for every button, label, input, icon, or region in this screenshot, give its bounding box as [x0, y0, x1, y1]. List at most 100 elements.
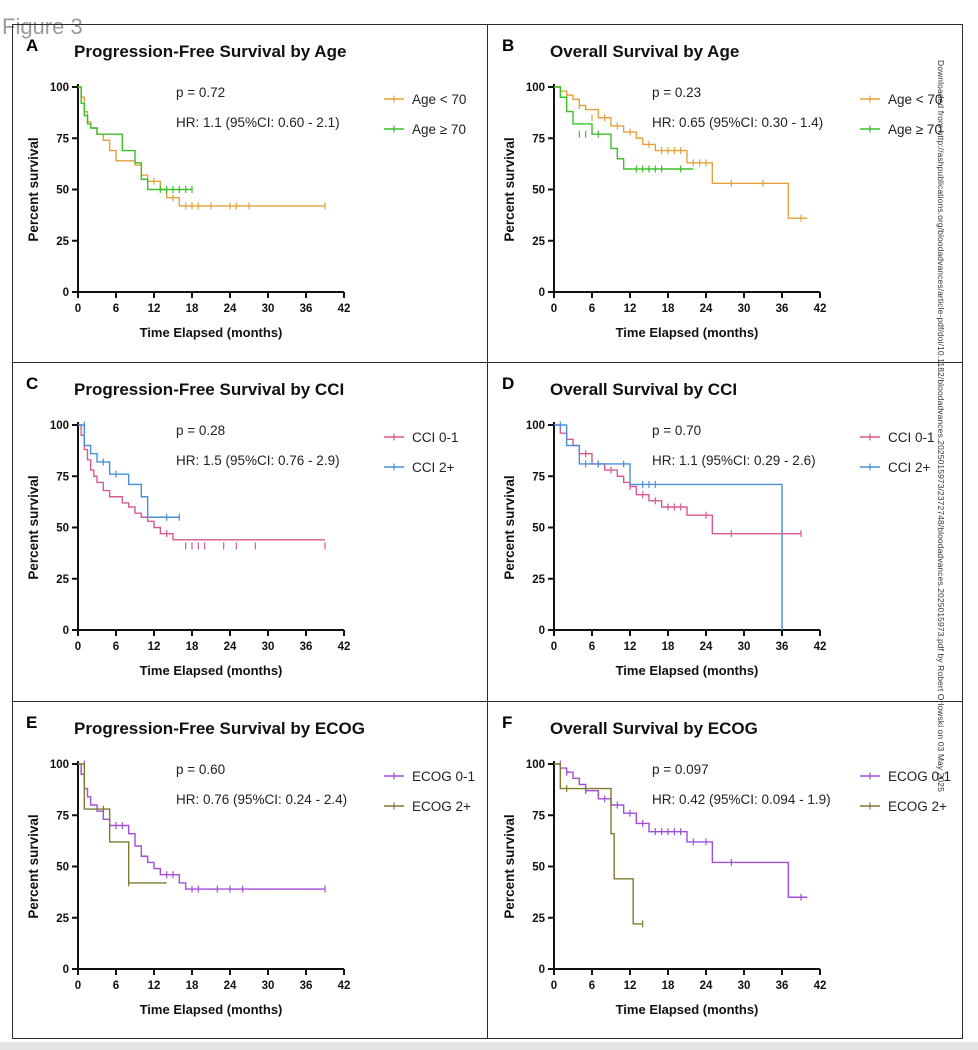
chart-title: Progression-Free Survival by CCI [74, 380, 344, 399]
legend-label-1: ECOG 0-1 [888, 769, 951, 784]
y-tick-label: 50 [56, 862, 69, 874]
x-tick-label: 6 [113, 641, 119, 653]
chart-title: Progression-Free Survival by Age [74, 42, 346, 61]
x-tick-label: 36 [300, 641, 313, 653]
panel-f-chart: F Overall Survival by ECOG 0 25 50 75 100 0 6 12 1… [502, 713, 951, 1017]
download-notice: Downloaded from http://ashpublications.o… [930, 60, 960, 960]
x-tick-label: 42 [814, 641, 827, 653]
y-tick-label: 25 [56, 574, 69, 586]
y-tick-label: 50 [532, 523, 545, 535]
legend-label-2: Age ≥ 70 [412, 122, 466, 137]
panel-letter: D [502, 374, 514, 393]
p-value-annotation: p = 0.70 [652, 423, 701, 438]
x-axis-title: Time Elapsed (months) [616, 1002, 759, 1017]
y-tick-label: 75 [532, 471, 545, 483]
x-tick-label: 42 [338, 641, 351, 653]
legend-label-1: Age < 70 [888, 92, 942, 107]
x-tick-label: 30 [262, 980, 275, 992]
x-tick-label: 0 [75, 641, 81, 653]
x-tick-label: 24 [224, 980, 237, 992]
panel-letter: F [502, 713, 512, 732]
legend-label-1: CCI 0-1 [888, 430, 935, 445]
legend-label-2: ECOG 2+ [412, 799, 471, 814]
x-tick-label: 12 [148, 303, 161, 315]
y-axis-title: Percent survival [502, 814, 517, 918]
y-tick-label: 75 [56, 810, 69, 822]
legend-label-1: Age < 70 [412, 92, 466, 107]
y-tick-label: 25 [56, 913, 69, 925]
p-value-annotation: p = 0.28 [176, 423, 225, 438]
panel-a-chart: A Progression-Free Survival by Age 0 25 50 75… [26, 36, 466, 340]
y-tick-label: 100 [50, 420, 69, 432]
x-axis-title: Time Elapsed (months) [616, 325, 759, 340]
panel-letter: B [502, 36, 514, 55]
column-divider [487, 24, 488, 1039]
hazard-ratio-annotation: HR: 0.76 (95%CI: 0.24 - 2.4) [176, 792, 347, 807]
y-tick-label: 75 [532, 133, 545, 145]
x-tick-label: 6 [589, 980, 595, 992]
x-tick-label: 18 [186, 980, 199, 992]
y-tick-label: 100 [50, 82, 69, 94]
x-tick-label: 0 [551, 641, 557, 653]
x-tick-label: 30 [738, 980, 751, 992]
y-tick-label: 25 [532, 574, 545, 586]
x-tick-label: 42 [814, 303, 827, 315]
x-tick-label: 6 [589, 303, 595, 315]
x-tick-label: 18 [186, 641, 199, 653]
p-value-annotation: p = 0.23 [652, 85, 701, 100]
x-axis-title: Time Elapsed (months) [140, 1002, 283, 1017]
survival-curve-2 [78, 763, 167, 884]
x-tick-label: 6 [589, 641, 595, 653]
x-tick-label: 0 [75, 303, 81, 315]
survival-curve-2 [78, 424, 180, 518]
panel-letter: E [26, 713, 37, 732]
y-tick-label: 100 [526, 759, 545, 771]
x-tick-label: 36 [776, 641, 789, 653]
p-value-annotation: p = 0.72 [176, 85, 225, 100]
x-tick-label: 42 [338, 303, 351, 315]
x-tick-label: 30 [738, 303, 751, 315]
legend-label-2: ECOG 2+ [888, 799, 947, 814]
y-axis-title: Percent survival [26, 137, 41, 241]
x-tick-label: 12 [148, 641, 161, 653]
x-tick-label: 18 [662, 641, 675, 653]
chart-title: Overall Survival by CCI [550, 380, 737, 399]
legend-label-1: CCI 0-1 [412, 430, 459, 445]
panel-d-chart: D Overall Survival by CCI 0 25 50 75 100 0 6 12 18… [502, 374, 935, 678]
survival-curve-2 [554, 424, 783, 630]
x-tick-label: 42 [338, 980, 351, 992]
bottom-strip [0, 1042, 978, 1050]
y-tick-label: 0 [539, 287, 545, 299]
y-axis-title: Percent survival [26, 814, 41, 918]
x-tick-label: 0 [75, 980, 81, 992]
y-tick-label: 75 [532, 810, 545, 822]
legend-label-2: Age ≥ 70 [888, 122, 942, 137]
x-tick-label: 18 [186, 303, 199, 315]
y-axis-title: Percent survival [26, 475, 41, 579]
x-tick-label: 36 [776, 303, 789, 315]
legend-label-1: ECOG 0-1 [412, 769, 475, 784]
x-tick-label: 30 [262, 303, 275, 315]
chart-title: Progression-Free Survival by ECOG [74, 719, 365, 738]
panel-letter: A [26, 36, 38, 55]
y-tick-label: 100 [50, 759, 69, 771]
survival-curve-1 [78, 763, 325, 890]
panel-b-chart: B Overall Survival by Age 0 25 50 75 100 0 6 12 18… [502, 36, 942, 340]
y-axis-title: Percent survival [502, 475, 517, 579]
panel-letter: C [26, 374, 38, 393]
panel-e-chart: E Progression-Free Survival by ECOG 0 25 50 7… [26, 713, 475, 1017]
hazard-ratio-annotation: HR: 1.5 (95%CI: 0.76 - 2.9) [176, 453, 340, 468]
y-tick-label: 50 [532, 862, 545, 874]
survival-curve-2 [554, 763, 643, 925]
y-tick-label: 0 [539, 964, 545, 976]
hazard-ratio-annotation: HR: 0.42 (95%CI: 0.094 - 1.9) [652, 792, 831, 807]
panel-c-chart: C Progression-Free Survival by CCI 0 25 50 75… [26, 374, 459, 678]
download-notice-text: Downloaded from http://ashpublications.o… [936, 60, 946, 792]
x-tick-label: 24 [224, 641, 237, 653]
figure-label: Figure 3 [2, 14, 83, 39]
y-tick-label: 50 [56, 185, 69, 197]
y-tick-label: 25 [56, 236, 69, 248]
y-tick-label: 50 [532, 185, 545, 197]
y-tick-label: 0 [63, 964, 69, 976]
y-axis-title: Percent survival [502, 137, 517, 241]
